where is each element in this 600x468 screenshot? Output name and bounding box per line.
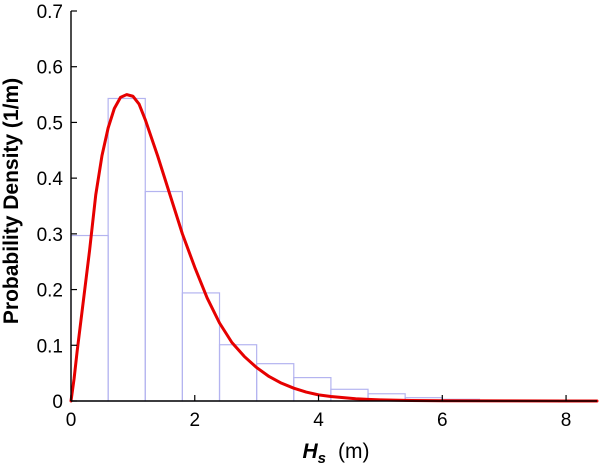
x-axis-unit: (m) xyxy=(338,440,369,463)
y-axis-label: Probability Density (1/m) xyxy=(0,78,23,324)
density-curve xyxy=(69,93,599,403)
axes xyxy=(70,10,597,402)
x-axis-symbol: H xyxy=(303,440,319,463)
x-tick-label: 4 xyxy=(313,410,324,431)
y-tick-label: 0.1 xyxy=(37,336,63,357)
y-tick-label: 0.2 xyxy=(37,281,63,302)
tick-labels: 0 0.1 0.2 0.3 0.4 0.5 0.6 0.7 0 2 4 6 8 xyxy=(37,2,572,431)
histogram-bar-5 xyxy=(218,344,258,402)
y-tick-label: 0 xyxy=(52,392,63,413)
histogram-bar-2 xyxy=(107,97,146,402)
x-tick-label: 2 xyxy=(189,410,200,431)
x-axis-subscript: s xyxy=(318,450,326,467)
density-curve-layer xyxy=(69,93,599,403)
x-tick-label: 6 xyxy=(437,410,448,431)
x-axis-label: Hs (m) xyxy=(303,440,370,467)
histogram-bars xyxy=(70,97,592,402)
x-tick-label: 8 xyxy=(561,410,572,431)
y-tick-label: 0.5 xyxy=(37,113,63,134)
histogram-bar-3 xyxy=(144,190,183,402)
x-tick-label: 0 xyxy=(66,410,77,431)
y-tick-label: 0.6 xyxy=(37,58,63,79)
y-tick-label: 0.4 xyxy=(37,169,64,190)
histogram-bar-6 xyxy=(256,363,295,402)
y-tick-label: 0.7 xyxy=(37,2,63,23)
y-tick-label: 0.3 xyxy=(37,225,63,246)
